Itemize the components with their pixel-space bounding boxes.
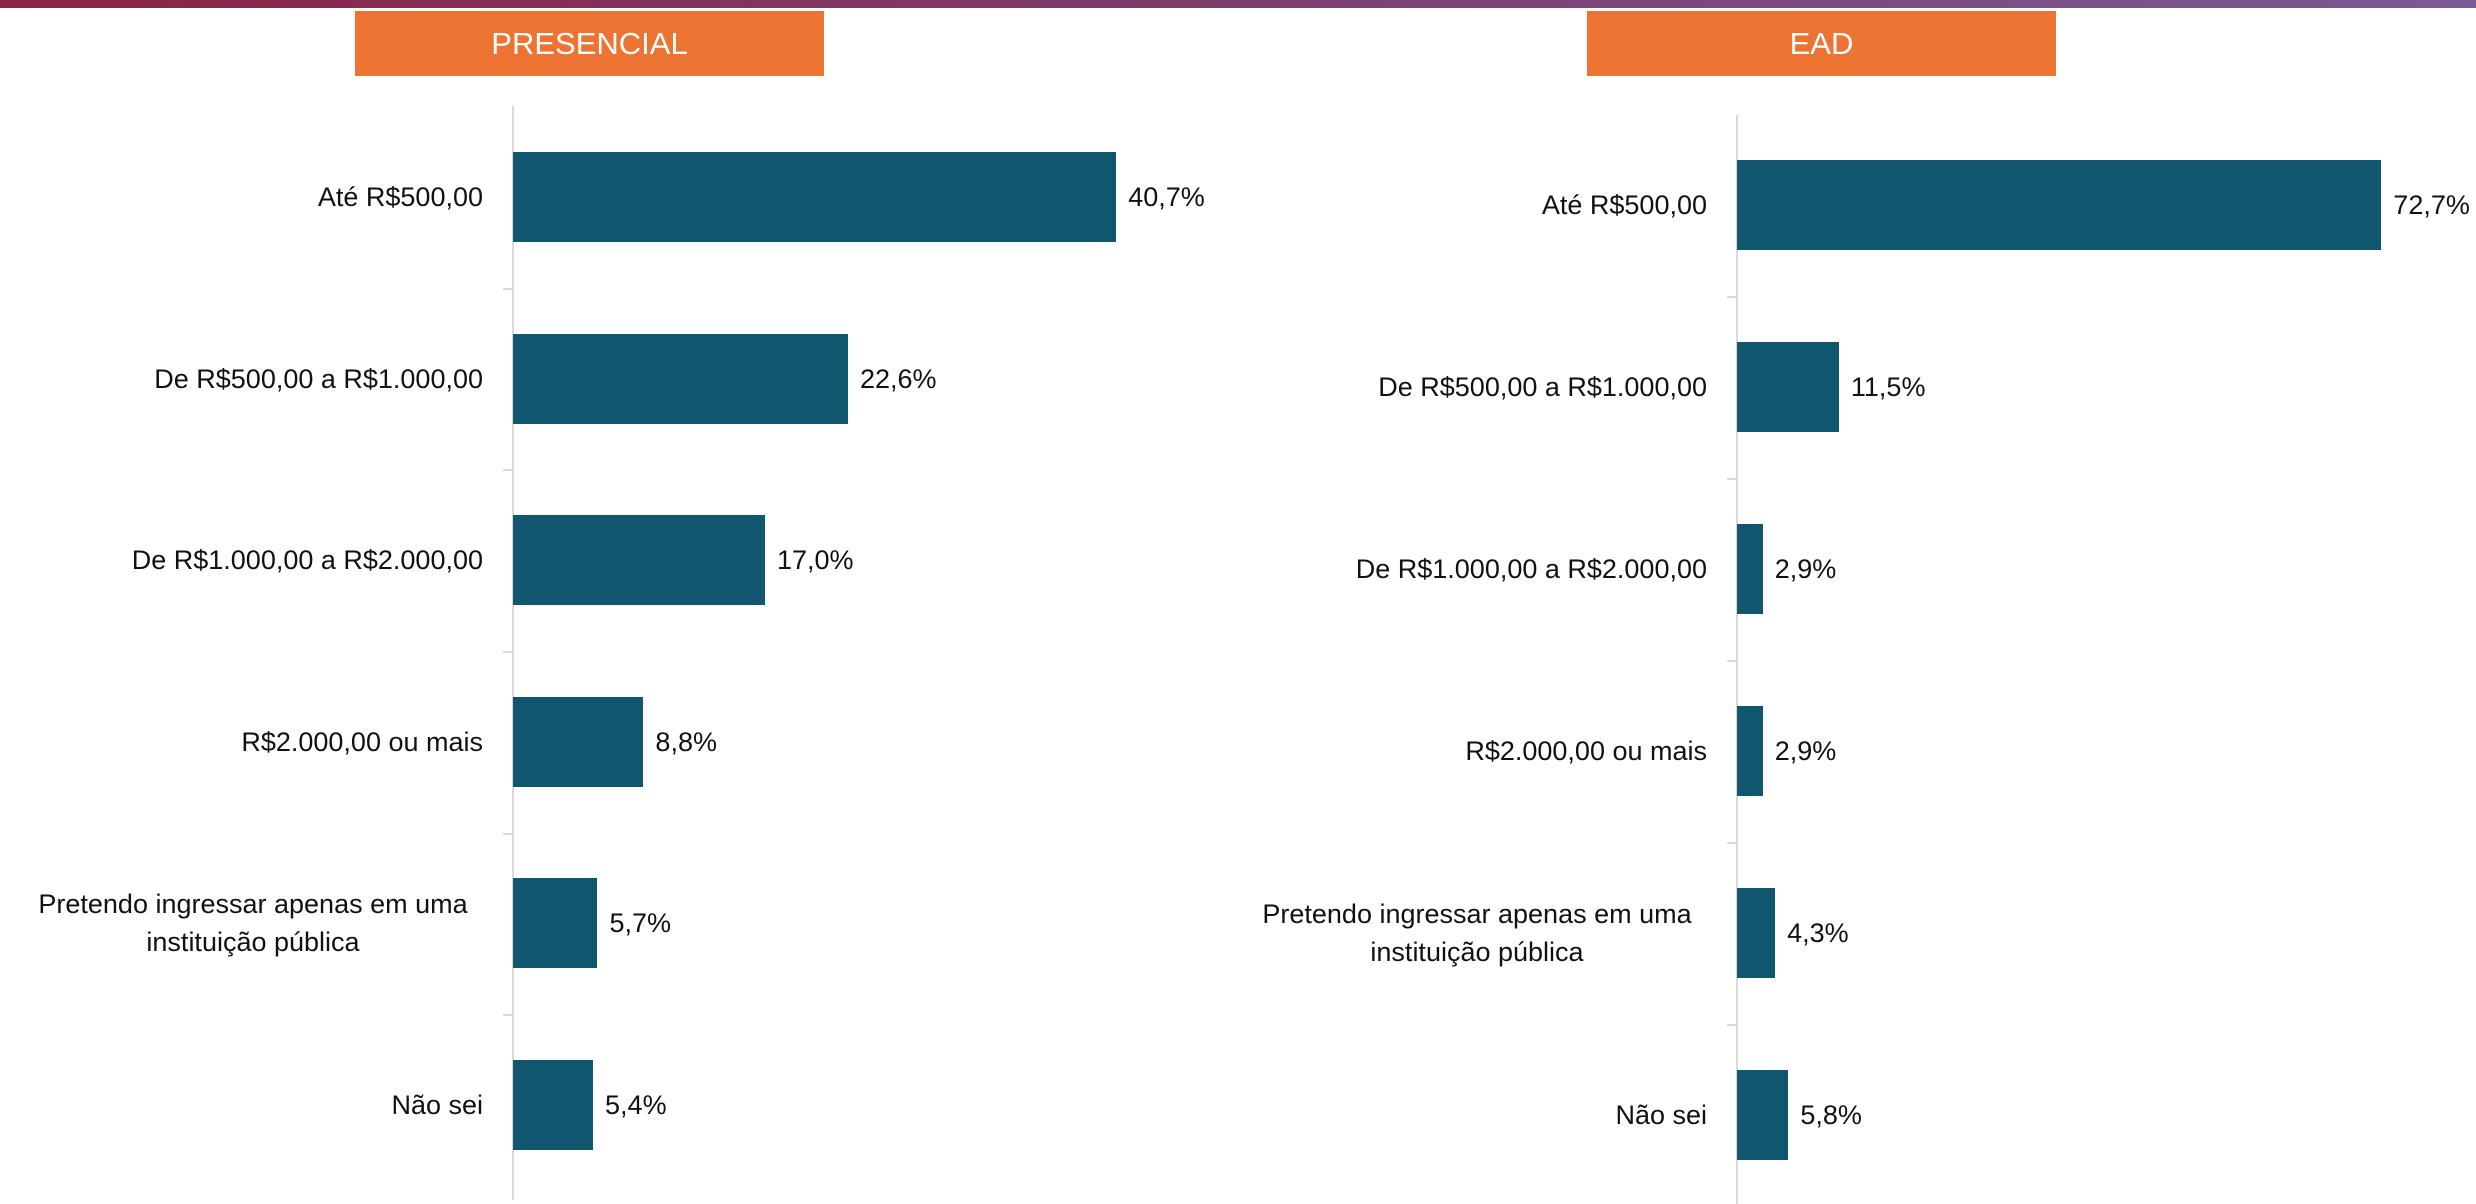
category-label: Não sei — [1247, 1070, 1707, 1160]
category-label: Pretendo ingressar apenas em uma institu… — [1247, 888, 1707, 978]
category-text: R$2.000,00 ou mais — [1465, 736, 1707, 766]
bar — [1737, 160, 2382, 250]
category-separator — [1727, 296, 1737, 298]
value-label: 5,8% — [1800, 1100, 1862, 1130]
category-text: De R$1.000,00 a R$2.000,00 — [131, 545, 483, 576]
value-label: 4,3% — [1787, 918, 1849, 948]
category-separator — [503, 651, 513, 653]
bar — [1737, 1070, 1789, 1160]
category-separator — [1727, 1024, 1737, 1026]
category-text: De R$500,00 a R$1.000,00 — [154, 363, 483, 394]
category-label: R$2.000,00 ou mais — [23, 697, 483, 787]
category-text: Não sei — [1615, 1100, 1707, 1130]
category-label: De R$500,00 a R$1.000,00 — [23, 334, 483, 424]
category-separator — [1727, 660, 1737, 662]
category-text: Não sei — [391, 1090, 483, 1120]
value-label: 17,0% — [776, 545, 854, 576]
axis-line — [1736, 115, 1738, 1204]
bar — [513, 333, 848, 424]
category-text: Pretendo ingressar apenas em uma institu… — [1262, 899, 1692, 967]
category-separator — [503, 1014, 513, 1017]
category-label: Até R$500,00 — [1247, 160, 1707, 250]
category-label: Pretendo ingressar apenas em uma institu… — [23, 878, 483, 968]
value-label: 40,7% — [1128, 182, 1205, 212]
category-text: De R$500,00 a R$1.000,00 — [1378, 372, 1707, 402]
category-separator — [1727, 478, 1737, 480]
category-label: Não sei — [23, 1060, 483, 1150]
bar — [1737, 888, 1776, 978]
category-text: De R$1.000,00 a R$2.000,00 — [1355, 554, 1707, 584]
top-band — [0, 0, 2476, 8]
category-separator — [503, 832, 513, 835]
bar — [513, 152, 1117, 242]
category-text: R$2.000,00 ou mais — [241, 726, 483, 757]
category-text: Pretendo ingressar apenas em uma institu… — [38, 889, 468, 958]
value-label: 5,4% — [605, 1090, 667, 1120]
bar — [1737, 706, 1763, 796]
value-label: 11,5% — [1850, 372, 1926, 402]
value-label: 8,8% — [655, 726, 717, 757]
value-label: 2,9% — [1774, 554, 1837, 584]
value-label: 22,6% — [859, 363, 937, 394]
category-label: Até R$500,00 — [23, 152, 483, 242]
bar — [1737, 342, 1839, 432]
bar — [513, 515, 765, 606]
category-separator — [1727, 842, 1737, 844]
bar — [513, 1060, 594, 1150]
category-separator — [503, 469, 513, 472]
bar — [1737, 524, 1763, 614]
category-label: De R$1.000,00 a R$2.000,00 — [1247, 524, 1707, 614]
category-text: Até R$500,00 — [1541, 190, 1707, 220]
category-text: Até R$500,00 — [317, 182, 483, 212]
category-label: De R$1.000,00 a R$2.000,00 — [23, 515, 483, 605]
chart-title: EAD — [1587, 11, 2056, 76]
value-label: 72,7% — [2393, 190, 2470, 220]
category-label: R$2.000,00 ou mais — [1247, 706, 1707, 796]
category-label: De R$500,00 a R$1.000,00 — [1247, 342, 1707, 432]
axis-line — [512, 106, 514, 1200]
bar — [513, 878, 598, 969]
category-separator — [503, 287, 513, 290]
bar — [513, 696, 644, 787]
value-label: 2,9% — [1774, 736, 1837, 766]
chart-title: PRESENCIAL — [355, 11, 824, 76]
value-label: 5,7% — [609, 908, 672, 939]
